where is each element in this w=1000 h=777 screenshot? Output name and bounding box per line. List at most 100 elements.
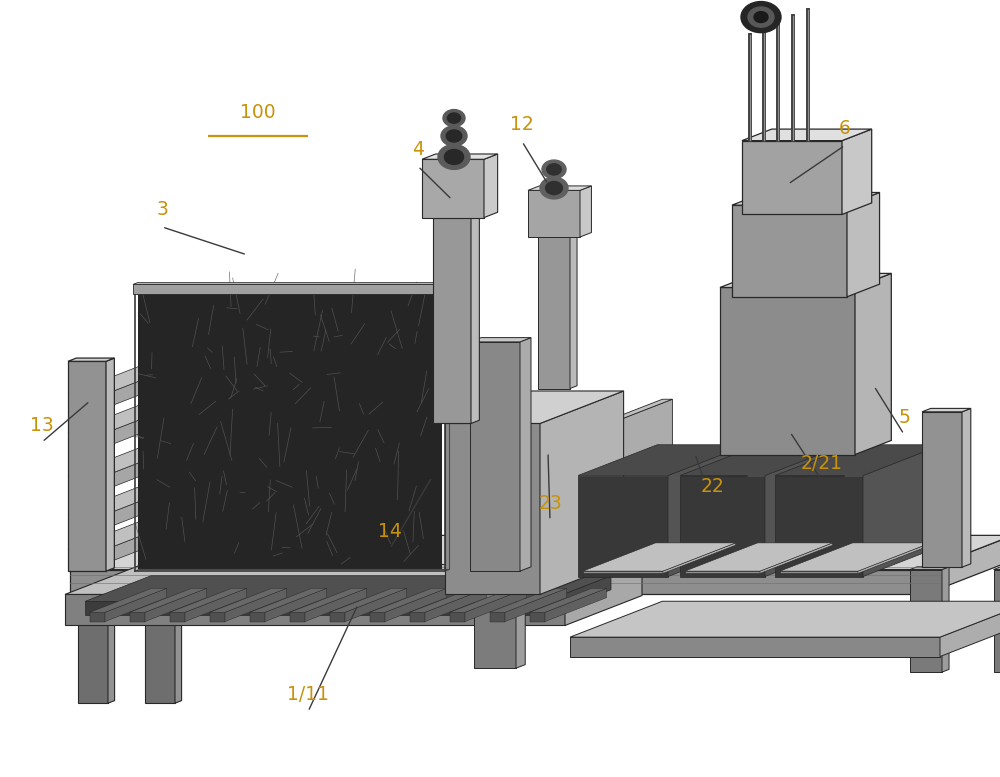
Polygon shape [290,612,305,622]
Polygon shape [545,588,607,622]
Polygon shape [250,612,265,622]
Text: 4: 4 [412,140,424,159]
Circle shape [446,130,462,142]
Polygon shape [65,594,565,625]
Polygon shape [68,476,106,490]
Polygon shape [471,191,479,423]
Polygon shape [145,588,207,622]
Circle shape [546,182,562,194]
Polygon shape [130,612,145,622]
Polygon shape [450,588,527,612]
Polygon shape [68,549,106,563]
Polygon shape [578,444,747,476]
Polygon shape [530,612,545,622]
Polygon shape [663,543,736,573]
Polygon shape [105,588,167,622]
Polygon shape [780,543,931,571]
Polygon shape [680,476,765,577]
Polygon shape [68,361,106,571]
Polygon shape [422,154,498,159]
Text: 22: 22 [700,477,724,496]
Circle shape [540,177,568,199]
Polygon shape [445,423,540,594]
Circle shape [542,160,566,179]
Polygon shape [106,364,183,408]
Polygon shape [70,535,1000,570]
Polygon shape [474,594,516,668]
Polygon shape [545,576,611,615]
Polygon shape [540,391,624,594]
Polygon shape [470,337,531,342]
Polygon shape [106,519,183,563]
Circle shape [444,149,464,165]
Polygon shape [520,337,531,571]
Polygon shape [720,274,891,287]
Polygon shape [85,601,545,615]
Polygon shape [145,596,182,598]
Text: 14: 14 [378,522,402,541]
Polygon shape [445,391,624,423]
Polygon shape [858,543,931,573]
Polygon shape [474,591,525,594]
Polygon shape [570,435,580,571]
Polygon shape [305,588,367,622]
Polygon shape [528,190,580,237]
Polygon shape [185,588,247,622]
Circle shape [748,7,774,27]
Circle shape [438,145,470,169]
Text: 100: 100 [240,103,276,122]
Circle shape [447,113,461,124]
Polygon shape [225,588,287,622]
Polygon shape [570,399,672,435]
Polygon shape [90,588,167,612]
Polygon shape [685,571,760,573]
Polygon shape [842,129,872,214]
Polygon shape [570,214,577,388]
Polygon shape [732,205,847,297]
Polygon shape [445,283,449,294]
Polygon shape [940,601,1000,657]
Polygon shape [922,412,962,567]
Polygon shape [538,214,577,218]
Polygon shape [910,566,949,570]
Polygon shape [68,446,183,476]
Polygon shape [106,402,183,447]
Polygon shape [863,444,942,577]
Polygon shape [85,576,611,601]
Polygon shape [68,402,183,433]
Text: 3: 3 [156,200,168,219]
Text: 12: 12 [510,115,534,134]
Circle shape [443,110,465,127]
Polygon shape [78,596,115,598]
Polygon shape [528,186,591,190]
Polygon shape [70,570,925,594]
Polygon shape [775,476,863,577]
Polygon shape [465,588,527,622]
Polygon shape [133,283,449,284]
Polygon shape [65,564,642,594]
Polygon shape [484,154,498,218]
Polygon shape [68,364,183,394]
Polygon shape [433,191,479,194]
Polygon shape [90,612,105,622]
Polygon shape [68,433,106,447]
Polygon shape [922,409,971,412]
Polygon shape [565,564,642,625]
Polygon shape [106,358,114,571]
Polygon shape [108,596,115,703]
Polygon shape [170,612,185,622]
Polygon shape [583,571,663,573]
Polygon shape [290,588,367,612]
Polygon shape [345,588,407,622]
Polygon shape [847,193,880,297]
Polygon shape [685,543,833,571]
Polygon shape [578,476,668,577]
Polygon shape [410,588,487,612]
Polygon shape [68,519,183,549]
Polygon shape [994,570,1000,672]
Polygon shape [994,566,1000,570]
Circle shape [754,12,768,23]
Polygon shape [106,485,183,528]
Polygon shape [138,291,442,569]
Polygon shape [680,444,844,476]
